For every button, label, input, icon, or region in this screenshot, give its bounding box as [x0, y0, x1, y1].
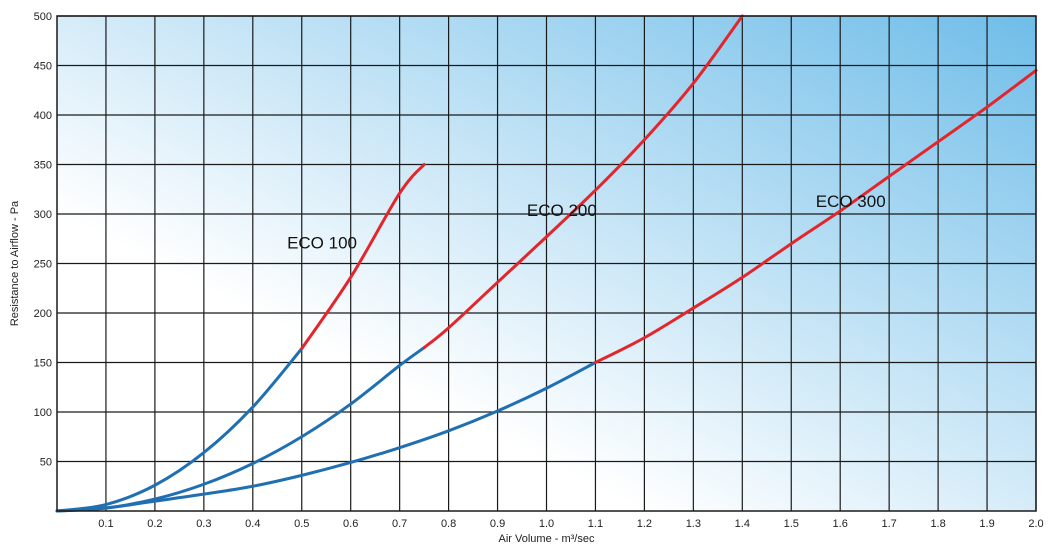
x-tick-labels: 0.1 0.2 0.3 0.4 0.5 0.6 0.7 0.8 0.9 1.0 1.1 1.2 1.3 1…: [98, 518, 1043, 530]
x-tick-label: 0.1: [98, 518, 113, 530]
y-tick-label: 400: [34, 110, 52, 122]
y-tick-label: 450: [34, 61, 52, 73]
eco-100-label: ECO 100: [287, 234, 357, 253]
eco-100-curve-low-range: [55, 347, 304, 513]
x-tick-label: 1.2: [637, 518, 652, 530]
eco-300-curve-low-range: [55, 361, 597, 513]
y-tick-label: 350: [34, 160, 52, 172]
x-tick-label: 0.7: [392, 518, 407, 530]
x-tick-label: 1.3: [686, 518, 701, 530]
eco-300-curve-high-range: [593, 68, 1038, 364]
x-tick-label: 0.2: [147, 518, 162, 530]
x-tick-label: 0.4: [245, 518, 260, 530]
x-tick-label: 1.1: [588, 518, 603, 530]
x-tick-label: 0.8: [441, 518, 456, 530]
x-tick-label: 1.7: [882, 518, 897, 530]
x-tick-label: 0.3: [196, 518, 211, 530]
y-tick-label: 500: [34, 11, 52, 23]
y-tick-label: 250: [34, 259, 52, 271]
grid-lines: [57, 15, 1037, 511]
plot-frame: [56, 15, 1037, 512]
y-tick-label: 150: [34, 358, 52, 370]
x-tick-label: 1.5: [784, 518, 799, 530]
x-tick-label: 0.5: [294, 518, 309, 530]
x-tick-label: 1.4: [735, 518, 750, 530]
x-axis-label: Air Volume - m³/sec: [499, 533, 595, 545]
x-tick-label: 2.0: [1028, 518, 1043, 530]
y-tick-label: 300: [34, 209, 52, 221]
y-tick-labels: 50 100 150 200 250 300 350 400 450 500: [34, 11, 52, 469]
x-tick-label: 1.6: [833, 518, 848, 530]
x-tick-label: 0.9: [490, 518, 505, 530]
series-labels: ECO 100 ECO 200 ECO 300: [287, 192, 886, 253]
y-tick-label: 100: [34, 407, 52, 419]
eco-300-label: ECO 300: [816, 192, 886, 211]
eco-200-label: ECO 200: [527, 201, 597, 220]
eco-100-curve-high-range: [300, 163, 426, 351]
x-tick-label: 1.0: [539, 518, 554, 530]
y-tick-label: 50: [40, 457, 52, 469]
eco-200-curve-high-range: [422, 14, 744, 350]
x-tick-label: 0.6: [343, 518, 358, 530]
x-tick-label: 1.8: [930, 518, 945, 530]
series-curves: [55, 14, 1038, 513]
y-axis-label: Resistance to Airflow - Pa: [9, 200, 21, 326]
y-tick-label: 200: [34, 308, 52, 320]
x-tick-label: 1.9: [979, 518, 994, 530]
